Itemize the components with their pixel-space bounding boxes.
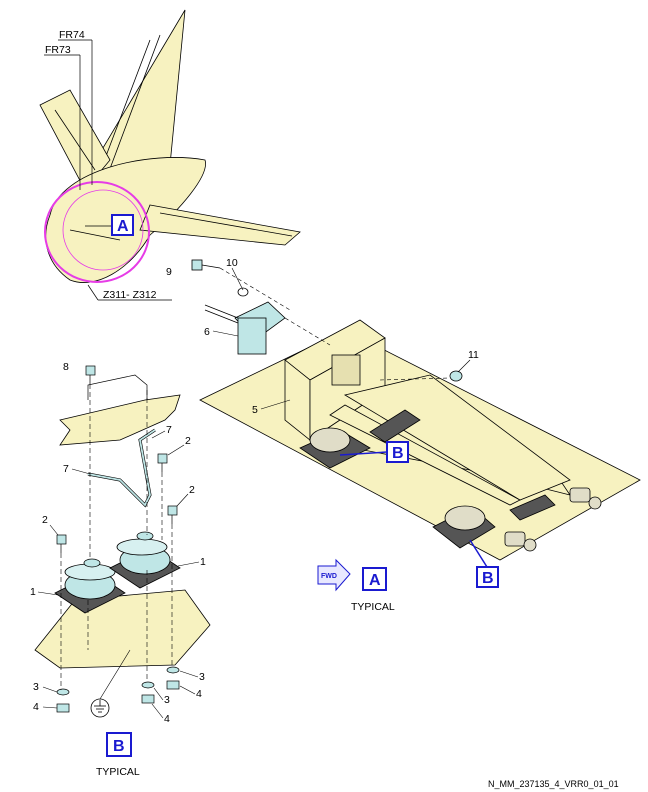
view-a-title-box (362, 567, 387, 591)
item-number-11: 11 (468, 349, 479, 361)
item-3-a-leader (179, 670, 199, 678)
nut-item-11 (449, 370, 463, 382)
assembly-lines-b (60, 384, 173, 690)
connector-right (504, 487, 602, 552)
washers-and-nuts (56, 666, 180, 713)
shock-mount-rear (432, 505, 496, 549)
item-2-b-leader (176, 493, 189, 507)
item-number-3-a: 3 (199, 671, 205, 683)
item-3-c-leader (42, 686, 58, 693)
item-number-4-a: 4 (196, 688, 202, 700)
bonding-strap-fill (87, 429, 156, 507)
shock-mount-front (299, 427, 371, 469)
item-2-a-leader (167, 444, 185, 456)
washer-item-10 (237, 287, 249, 297)
item-1-left-leader (37, 591, 59, 596)
item-6-leader (212, 330, 239, 337)
connector-plate (204, 301, 286, 355)
view-b-leader-1 (339, 451, 388, 456)
zone-highlight-inner (62, 189, 144, 271)
item-10-leader (231, 267, 244, 291)
frame-label-fr74: FR74 (59, 29, 85, 41)
zone-highlight (44, 181, 150, 283)
item-number-2-a: 2 (185, 435, 191, 447)
forward-arrow-label: FWD (321, 573, 337, 580)
view-a-callout-box[interactable] (111, 214, 134, 236)
item-1-right-leader (177, 561, 200, 567)
item-4-c-leader (42, 706, 58, 709)
item-4-b-leader (151, 703, 164, 719)
view-a-title-label: A (369, 572, 381, 589)
forward-arrow-icon: FWD (317, 558, 351, 592)
item-3-b-leader (153, 687, 164, 701)
view-a-typical-label: TYPICAL (351, 601, 395, 613)
zone-leader (87, 284, 99, 301)
view-b-callout-box-2[interactable] (476, 566, 499, 588)
upper-panel-bracket (87, 374, 148, 400)
shock-mount-b-left (54, 558, 126, 614)
item-number-5: 5 (252, 404, 258, 416)
item-11-leader (457, 359, 471, 373)
view-b-title-label: B (113, 738, 125, 755)
view-a-callout-label: A (117, 218, 129, 235)
screw-item-2-c (56, 534, 67, 553)
item-number-1-right: 1 (200, 556, 206, 568)
frame-label-fr73: FR73 (45, 44, 71, 56)
item-number-4-b: 4 (164, 713, 170, 725)
item-number-8: 8 (63, 361, 69, 373)
item-2-c-leader (49, 524, 59, 536)
shock-mount-b-right (109, 531, 181, 589)
item-number-1-left: 1 (30, 586, 36, 598)
view-b-leader-2 (469, 539, 488, 568)
view-b-callout-label-2: B (482, 570, 494, 587)
zone-label: Z311- Z312 (103, 289, 157, 301)
view-b-title-box (106, 732, 132, 757)
item-number-3-b: 3 (164, 694, 170, 706)
bolt-item-9 (191, 259, 221, 271)
ground-icon (90, 698, 110, 718)
ground-leader (99, 649, 131, 700)
figure-id: N_MM_237135_4_VRR0_01_01 (488, 779, 619, 789)
screw-item-2-a (157, 453, 168, 472)
item-number-7-top: 7 (166, 424, 172, 436)
item-5-leader (260, 399, 291, 410)
screw-item-8 (85, 365, 96, 384)
upper-panel (59, 394, 181, 446)
installation-lines (219, 267, 451, 381)
aircraft-tail-locator (39, 9, 301, 283)
view-b-callout-label-1: B (392, 445, 404, 462)
item-number-7-left: 7 (63, 463, 69, 475)
view-b-callout-box-1[interactable] (386, 441, 409, 463)
item-number-6: 6 (204, 326, 210, 338)
item-number-2-b: 2 (189, 484, 195, 496)
screw-item-2-b (167, 505, 178, 524)
shock-mount-top (369, 409, 556, 521)
item-7-top-leader (151, 430, 166, 439)
item-number-10: 10 (226, 257, 238, 269)
item-7-left-leader (71, 468, 91, 475)
item-number-9: 9 (166, 266, 172, 278)
item-4-a-leader (179, 685, 196, 695)
item-number-4-c: 4 (33, 701, 39, 713)
view-b-typical-label: TYPICAL (96, 766, 140, 778)
item-number-3-c: 3 (33, 681, 39, 693)
item-number-2-c: 2 (42, 514, 48, 526)
